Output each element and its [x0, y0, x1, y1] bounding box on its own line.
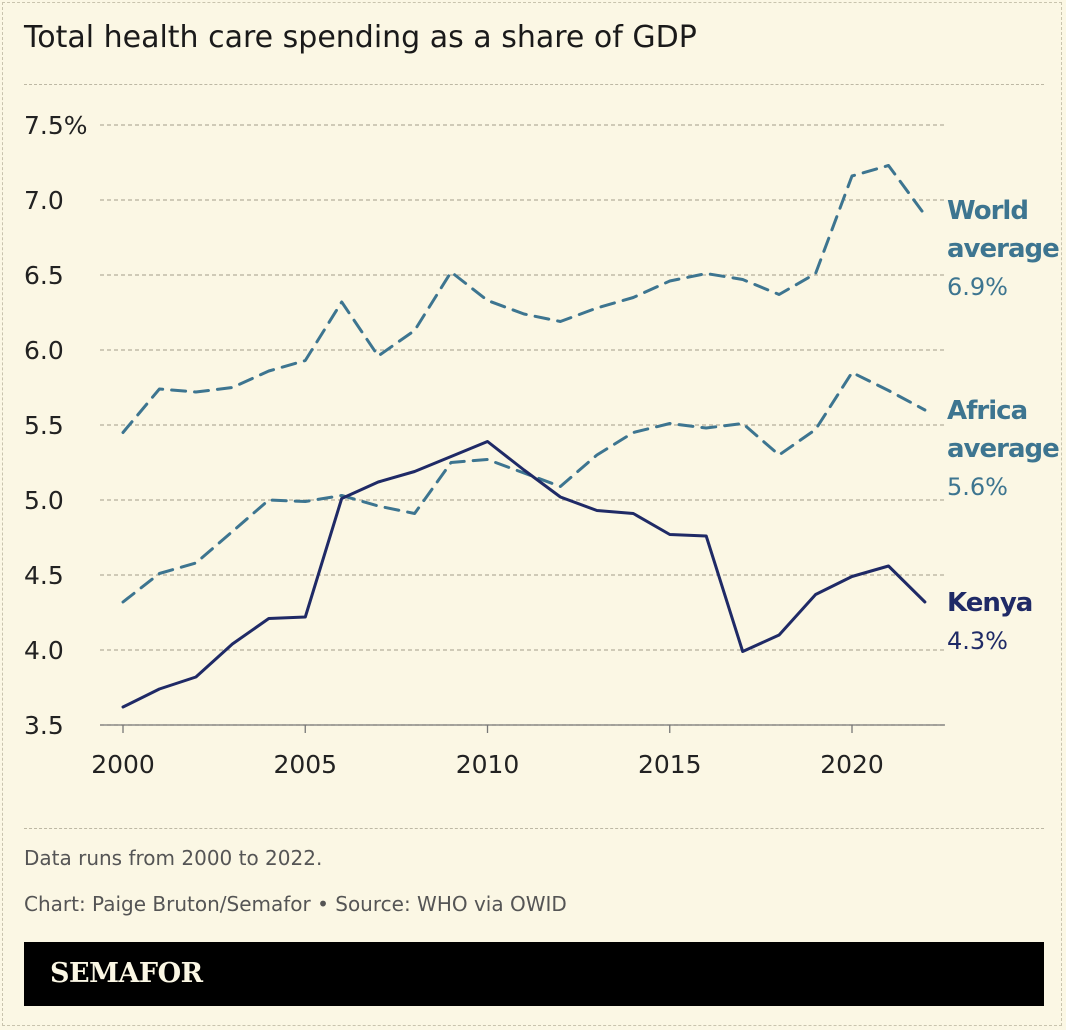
y-tick-label: 4.0	[24, 636, 64, 665]
y-tick-label: 7.5%	[24, 111, 88, 140]
x-tick-label: 2015	[638, 750, 702, 779]
series-label: World	[947, 196, 1028, 226]
chart-title: Total health care spending as a share of…	[24, 20, 697, 55]
divider	[24, 828, 1044, 829]
semafor-logo: SEMAFOR	[50, 958, 203, 989]
series-line-kenya	[121, 440, 927, 709]
y-tick-label: 4.5	[24, 561, 64, 590]
x-tick-label: 2005	[273, 750, 337, 779]
series-label: average	[947, 434, 1059, 464]
y-tick-label: 7.0	[24, 186, 64, 215]
line-chart: 7.5% 7.0 6.5 6.0 5.5 5.0 4.5 4.0 3.5 2000 2005 2010…	[24, 111, 1060, 779]
series-end-value: 5.6%	[947, 473, 1008, 501]
y-tick-label: 3.5	[24, 711, 64, 740]
source-note: Chart: Paige Bruton/Semafor • Source: WH…	[24, 892, 567, 916]
series-label: Africa	[947, 396, 1027, 426]
series-line-world-average	[121, 164, 927, 434]
y-tick-label: 6.5	[24, 261, 64, 290]
series-line-africa-average	[121, 371, 927, 604]
series-end-value: 6.9%	[947, 273, 1008, 301]
data-note: Data runs from 2000 to 2022.	[24, 846, 323, 870]
y-tick-label: 6.0	[24, 336, 64, 365]
y-tick-label: 5.5	[24, 411, 64, 440]
divider	[24, 84, 1044, 85]
y-tick-label: 5.0	[24, 486, 64, 515]
x-tick-label: 2020	[820, 750, 884, 779]
series-label: average	[947, 234, 1059, 264]
footer-bar: SEMAFOR	[24, 942, 1044, 1006]
series-end-value: 4.3%	[947, 627, 1008, 655]
series-label: Kenya	[947, 588, 1032, 618]
x-tick-label: 2010	[456, 750, 520, 779]
x-tick-label: 2000	[91, 750, 155, 779]
